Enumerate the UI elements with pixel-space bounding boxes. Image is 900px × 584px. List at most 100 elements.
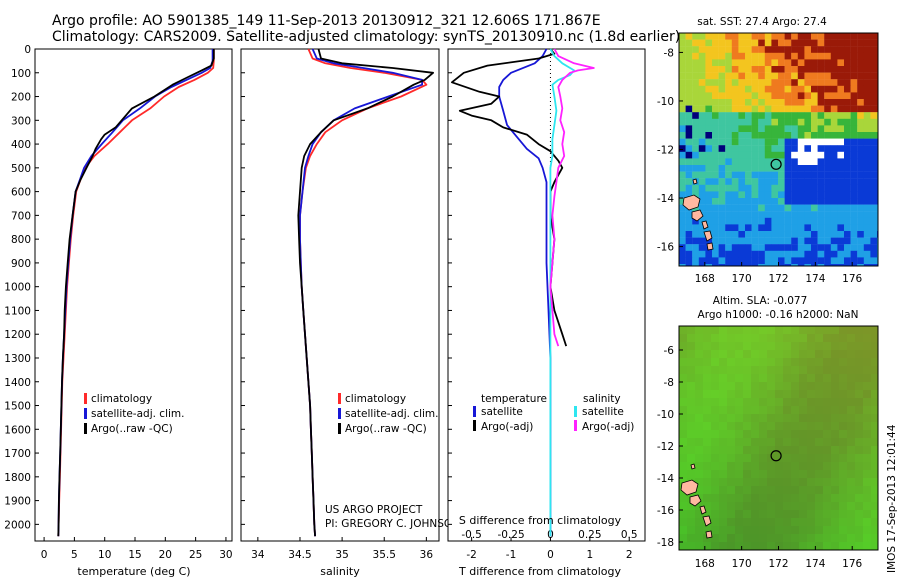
header-line1: Argo profile: AO 5901385_149 11-Sep-2013… bbox=[52, 13, 601, 29]
legend-satellite: satellite-adj. clim. bbox=[91, 408, 184, 420]
sst-cell bbox=[771, 118, 779, 126]
sla-cell bbox=[871, 534, 879, 543]
sla-cell bbox=[823, 438, 832, 447]
sst-cell bbox=[870, 250, 878, 258]
sst-cell bbox=[804, 211, 812, 218]
sla-cell bbox=[711, 494, 720, 503]
sla-cell bbox=[807, 502, 816, 511]
sla-cell bbox=[743, 358, 752, 367]
temperature-legend: climatology satellite-adj. clim. Argo(..… bbox=[84, 393, 184, 435]
sst-cell bbox=[778, 145, 785, 152]
sst-cell bbox=[824, 237, 831, 245]
sst-cell bbox=[863, 92, 871, 100]
sla-cell bbox=[719, 358, 728, 367]
sst-cell bbox=[745, 79, 752, 86]
sla-cell bbox=[823, 398, 832, 407]
sst-cell bbox=[698, 112, 706, 119]
sla-side-label: IMOS 17-Sep-2013 12:01:44 bbox=[886, 424, 898, 573]
sla-cell bbox=[855, 462, 864, 471]
sla-cell bbox=[847, 494, 856, 503]
sst-cell bbox=[824, 204, 831, 212]
sst-cell bbox=[725, 105, 732, 113]
sst-cell bbox=[712, 231, 719, 238]
sst-cell bbox=[797, 33, 805, 40]
sst-cell bbox=[698, 145, 706, 152]
sst-cell bbox=[718, 79, 726, 86]
sla-cell bbox=[735, 470, 744, 479]
sst-cell bbox=[804, 198, 812, 205]
sla-y-tick-label: -8 bbox=[664, 377, 674, 389]
sla-cell bbox=[735, 502, 744, 511]
sla-cell bbox=[703, 350, 712, 359]
y-tick-label: 500 bbox=[11, 163, 31, 175]
sst-cell bbox=[824, 257, 831, 265]
sla-cell bbox=[751, 382, 760, 391]
sst-cell bbox=[804, 184, 812, 192]
sst-cell bbox=[751, 250, 759, 258]
salinity-xlabel: salinity bbox=[320, 565, 360, 578]
sst-cell bbox=[830, 46, 838, 53]
sst-cell bbox=[837, 224, 845, 232]
sla-cell bbox=[703, 478, 712, 487]
sst-cell bbox=[837, 250, 845, 258]
sla-cell bbox=[807, 446, 816, 455]
sst-cell bbox=[791, 112, 798, 119]
sst-cell bbox=[771, 151, 779, 159]
sst-cell bbox=[758, 138, 765, 146]
sla-cell bbox=[815, 542, 824, 551]
sst-cell bbox=[863, 79, 871, 86]
sla-cell bbox=[735, 542, 744, 551]
sst-cell bbox=[791, 237, 798, 245]
sla-cell bbox=[727, 350, 736, 359]
sst-cell bbox=[738, 33, 746, 40]
sst-cell bbox=[738, 244, 746, 251]
sst-cell bbox=[824, 66, 831, 73]
y-tick-label: 1800 bbox=[4, 472, 31, 484]
sla-cell bbox=[831, 478, 840, 487]
sst-cell bbox=[771, 138, 779, 146]
sst-cell bbox=[745, 151, 752, 159]
sst-cell bbox=[844, 118, 851, 126]
sst-cell bbox=[837, 132, 845, 139]
sst-cell bbox=[830, 165, 838, 172]
sst-cell bbox=[784, 217, 792, 225]
sla-cell bbox=[775, 470, 784, 479]
sst-cell bbox=[764, 118, 772, 126]
sla-cell bbox=[743, 422, 752, 431]
sst-cell bbox=[778, 59, 785, 67]
sst-cell bbox=[850, 257, 858, 265]
sst-cell bbox=[705, 145, 713, 152]
sla-cell bbox=[743, 366, 752, 375]
sst-x-tick-label: 174 bbox=[805, 273, 825, 285]
sla-cell bbox=[783, 470, 792, 479]
sla-cell bbox=[743, 430, 752, 439]
sst-cell bbox=[811, 198, 818, 205]
sst-cell bbox=[817, 237, 825, 245]
sst-cell bbox=[758, 46, 765, 53]
sst-cell bbox=[870, 257, 878, 265]
sla-cell bbox=[759, 414, 768, 423]
sst-cell bbox=[705, 59, 713, 67]
x-tick-label: 36 bbox=[420, 549, 434, 561]
sla-cell bbox=[703, 390, 712, 399]
sla-cell bbox=[767, 470, 776, 479]
sst-cell bbox=[685, 132, 693, 139]
sla-cell bbox=[831, 350, 840, 359]
sla-cell bbox=[863, 502, 872, 511]
sst-cell bbox=[738, 231, 746, 238]
sla-cell bbox=[807, 398, 816, 407]
legend-swatch-satellite bbox=[84, 408, 87, 419]
sst-cell bbox=[817, 99, 825, 106]
sst-cell bbox=[830, 198, 838, 205]
sst-cell bbox=[791, 145, 798, 152]
sla-cell bbox=[839, 478, 848, 487]
sst-cell bbox=[738, 66, 746, 73]
sst-argo-marker bbox=[770, 158, 782, 170]
sla-cell bbox=[751, 494, 760, 503]
sst-cell bbox=[837, 171, 845, 179]
sla-cell bbox=[743, 470, 752, 479]
sst-cell bbox=[758, 79, 765, 86]
sst-cell bbox=[685, 145, 693, 152]
sla-cell bbox=[831, 366, 840, 375]
sla-cell bbox=[863, 382, 872, 391]
